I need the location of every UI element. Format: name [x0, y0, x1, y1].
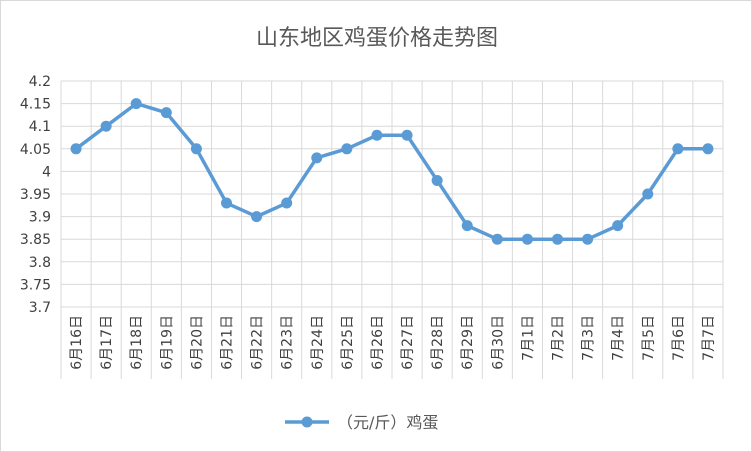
x-tick-label: 6月16日: [69, 315, 85, 370]
x-tick-label: 6月25日: [340, 315, 356, 370]
data-point: [431, 174, 443, 186]
data-point: [130, 98, 142, 110]
y-tick-label: 4.05: [20, 142, 51, 158]
data-point: [341, 143, 353, 155]
x-tick-label: 6月19日: [159, 315, 175, 370]
x-tick-label: 7月5日: [641, 315, 657, 361]
series-line: [74, 101, 710, 241]
y-tick-label: 3.7: [29, 300, 51, 316]
data-point: [491, 233, 503, 245]
x-tick-label: 6月23日: [280, 315, 296, 370]
x-tick-label: 6月28日: [430, 315, 446, 370]
data-point: [672, 143, 684, 155]
legend-marker: [301, 416, 313, 428]
x-tick-label: 7月2日: [551, 315, 567, 361]
x-tick-label: 7月1日: [520, 315, 536, 361]
legend-label: （元/斤）鸡蛋: [337, 413, 438, 432]
x-tick-label: 6月18日: [129, 315, 145, 370]
y-tick-label: 3.8: [29, 255, 51, 271]
data-point: [401, 129, 413, 141]
data-point: [642, 188, 654, 200]
data-point: [702, 143, 714, 155]
y-tick-label: 4: [42, 164, 51, 180]
x-tick-label: 7月4日: [611, 315, 627, 361]
x-tick-label: 7月7日: [701, 315, 717, 361]
legend: （元/斤）鸡蛋: [285, 413, 438, 432]
y-tick-label: 3.85: [20, 232, 51, 248]
y-axis-ticks: 3.7 3.75 3.8 3.85 3.9 3.95 4 4.05 4.1 4.15 4.2: [20, 74, 51, 316]
data-point: [521, 233, 533, 245]
data-point: [160, 107, 172, 119]
x-tick-label: 6月29日: [460, 315, 476, 370]
data-point: [100, 120, 112, 132]
x-axis-ticks: 6月16日 6月17日 6月18日 6月19日 6月20日 6月21日 6月22日 6月23日…: [69, 315, 717, 370]
x-tick-label: 6月30日: [490, 315, 506, 370]
y-tick-label: 4.1: [29, 119, 51, 135]
x-tick-label: 6月20日: [189, 315, 205, 370]
gridlines: [60, 80, 724, 379]
series-layer: [70, 98, 714, 245]
data-point: [582, 233, 594, 245]
data-point: [612, 220, 624, 232]
chart-title: 山东地区鸡蛋价格走势图: [256, 26, 498, 51]
data-point: [70, 143, 82, 155]
y-tick-label: 4.2: [29, 74, 51, 90]
data-point: [251, 211, 263, 223]
data-point: [552, 233, 563, 245]
x-tick-label: 6月27日: [400, 315, 416, 370]
x-tick-label: 6月26日: [370, 315, 386, 370]
data-point: [371, 129, 383, 141]
x-tick-label: 6月24日: [310, 315, 326, 370]
x-tick-label: 6月21日: [220, 315, 236, 370]
x-tick-label: 6月17日: [99, 315, 115, 370]
y-tick-label: 3.75: [20, 277, 51, 293]
x-tick-label: 6月22日: [250, 315, 266, 370]
data-point: [461, 220, 473, 232]
data-point: [190, 143, 202, 155]
data-point: [221, 197, 232, 209]
x-tick-label: 7月6日: [671, 315, 687, 361]
data-point: [281, 197, 293, 209]
data-point: [311, 152, 323, 164]
y-tick-label: 3.9: [29, 210, 51, 226]
y-tick-label: 4.15: [20, 97, 51, 113]
y-tick-label: 3.95: [20, 187, 51, 203]
x-tick-label: 7月3日: [581, 315, 597, 361]
